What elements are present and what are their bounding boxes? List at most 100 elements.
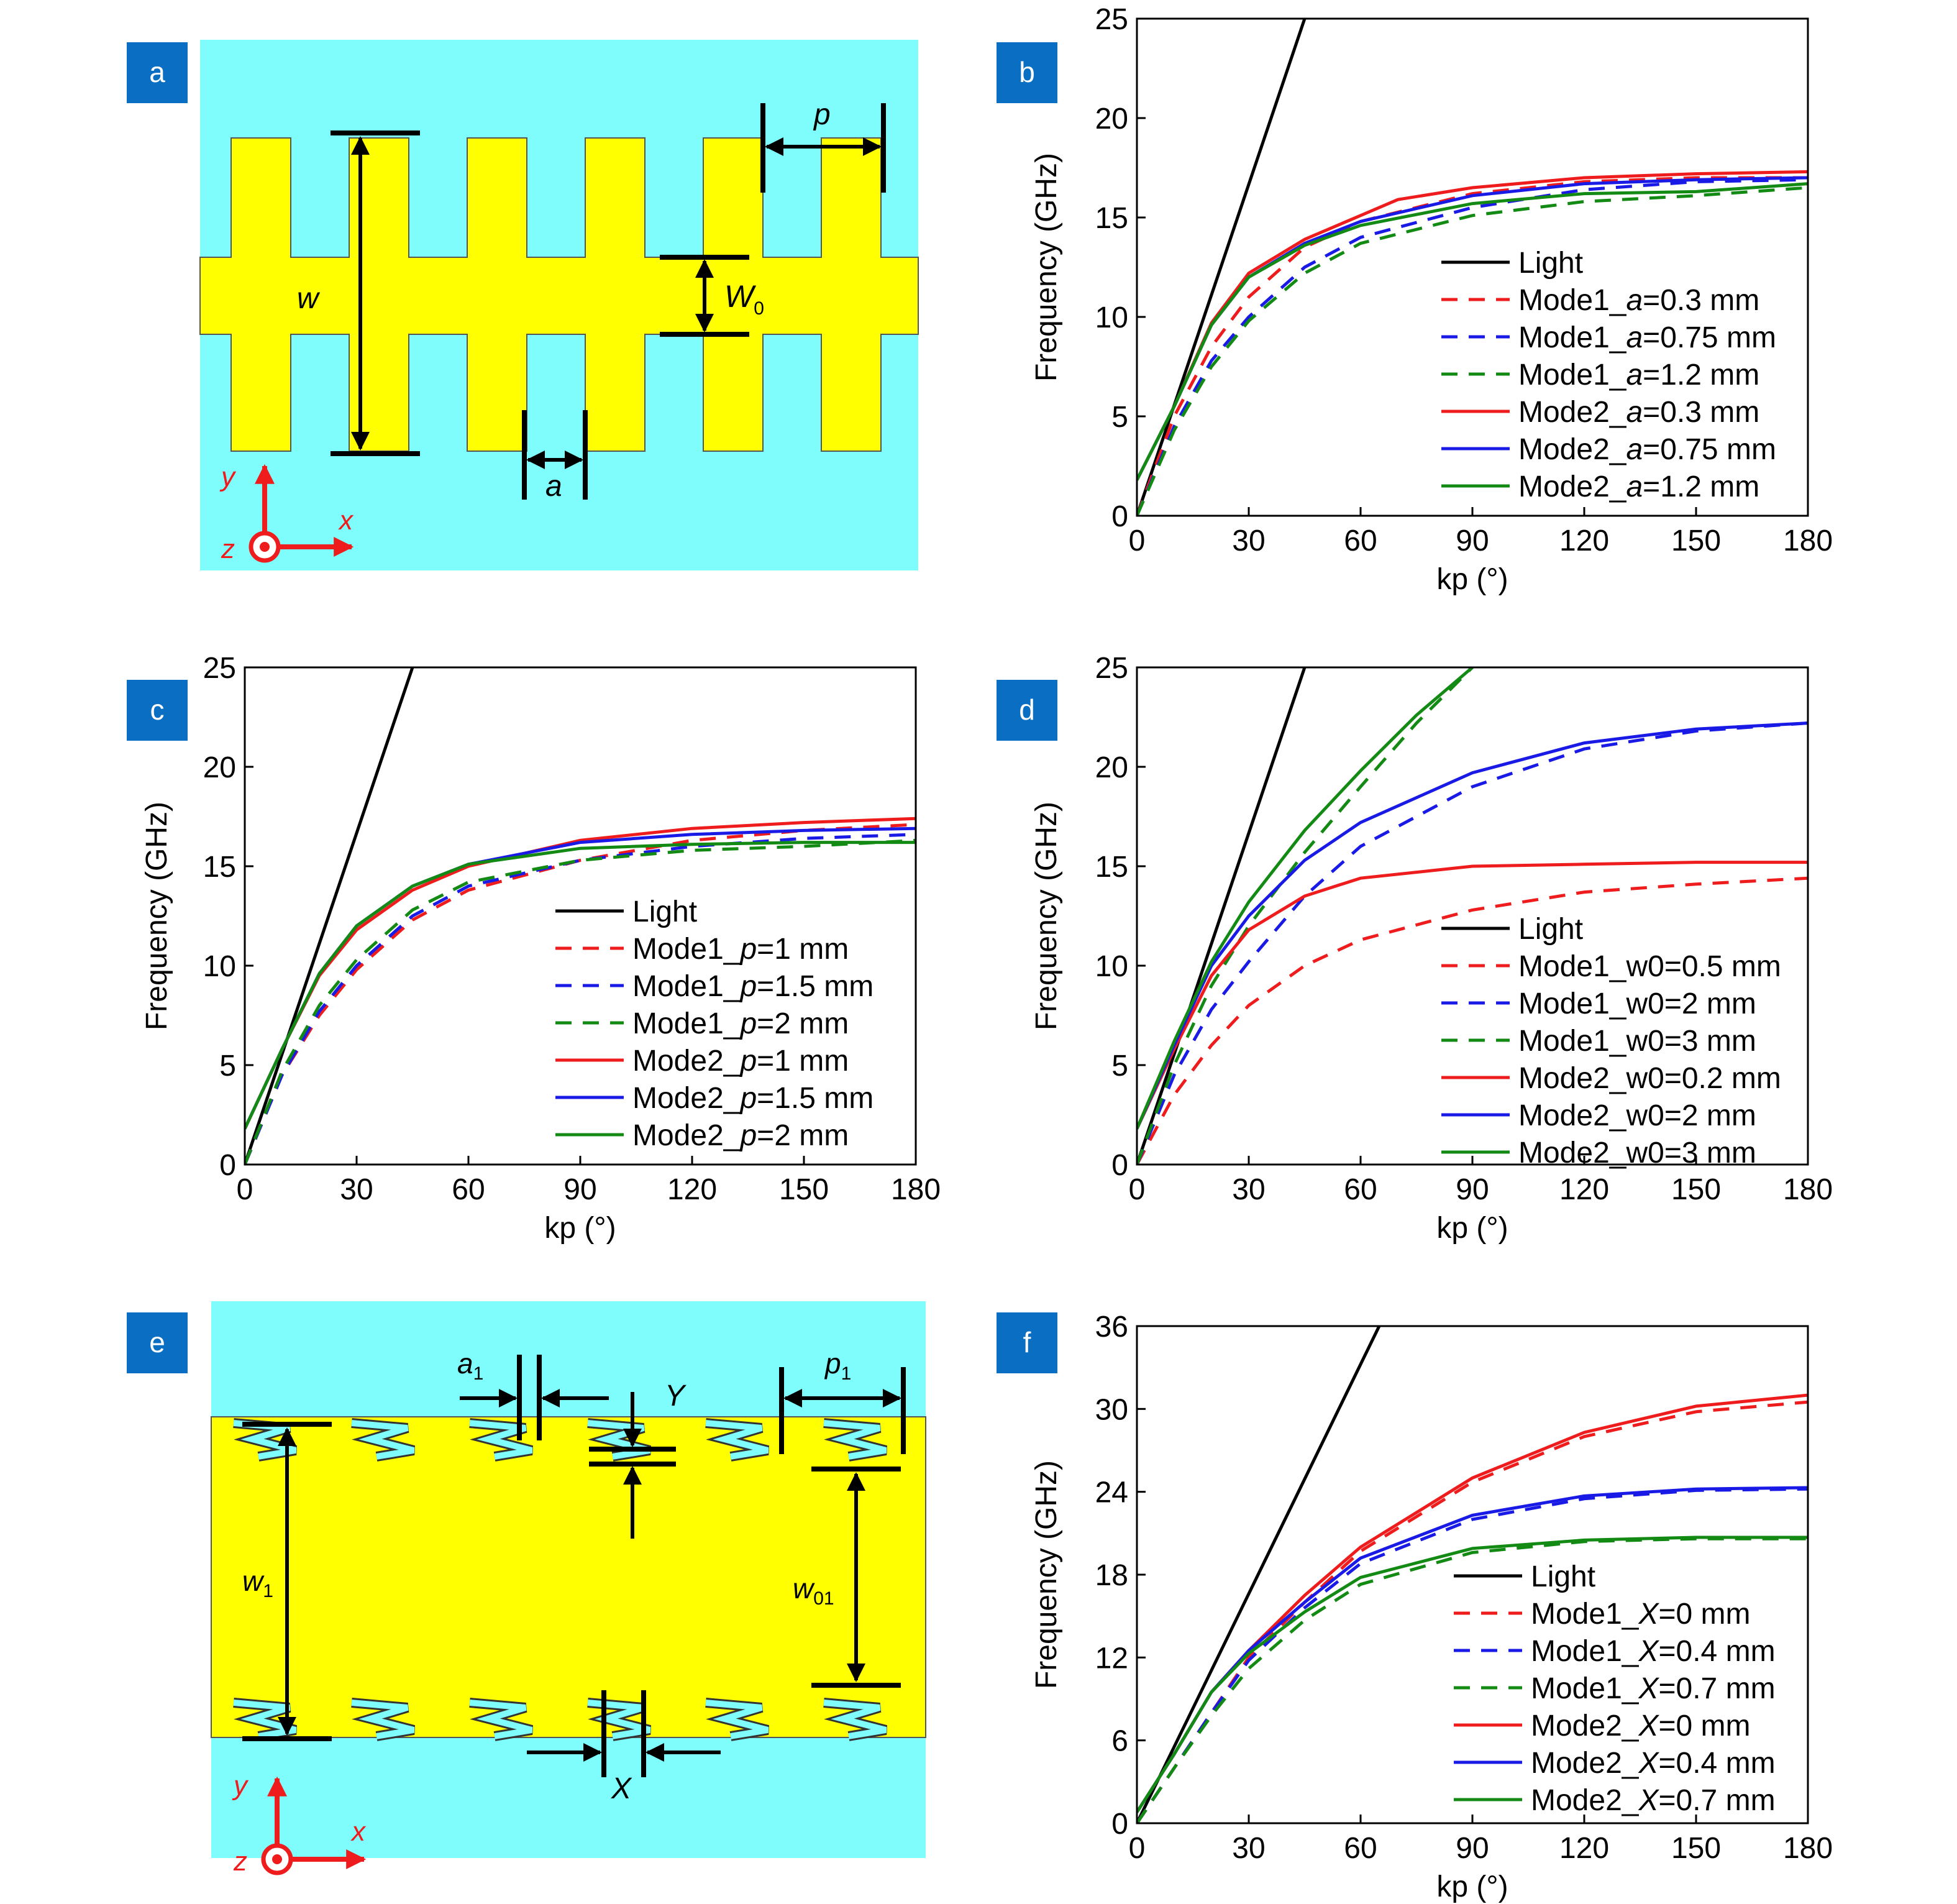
chart-f: 0 30 60 90 120 150 180 0 6 12 18 24 30 36 kp (°) Freque… — [997, 1311, 1833, 1903]
x-tick-label: 90 — [1456, 1832, 1489, 1865]
series-line-b-6 — [1137, 182, 1808, 481]
series-line-d-0 — [1137, 667, 1307, 1165]
x-axis-label: kp (°) — [1436, 1212, 1508, 1245]
y-tick-label: 0 — [219, 1149, 236, 1182]
badge-letter: b — [1019, 56, 1035, 88]
x-tick-label: 90 — [563, 1173, 596, 1206]
svg-text:a: a — [149, 56, 165, 88]
y-tick-label: 15 — [203, 851, 236, 884]
legend-entry: Mode2_a=0.3 mm — [1518, 396, 1759, 429]
legend-entry: Mode2_a=0.75 mm — [1518, 433, 1776, 466]
badge-d: d — [997, 680, 1057, 741]
zigzag-slot — [823, 1700, 887, 1739]
x-axis-label: x — [338, 505, 354, 536]
e-z-axis-dot — [272, 1854, 282, 1864]
p-label: p — [813, 98, 831, 131]
series-line-b-3 — [1137, 186, 1808, 516]
y-tick-label: 25 — [1095, 652, 1128, 685]
y-axis-label: Frequency (GHz) — [140, 802, 173, 1030]
zigzag-slot — [705, 1700, 769, 1739]
series-line-c-3 — [245, 838, 916, 1165]
x-tick-label: 150 — [779, 1173, 829, 1206]
e-y-axis-label: y — [232, 1770, 249, 1801]
x-tick-label: 180 — [1783, 1832, 1833, 1865]
e-x-axis-label: x — [350, 1816, 367, 1847]
z-axis-label: z — [221, 534, 235, 564]
y-tick-label: 20 — [1095, 751, 1128, 784]
x-axis-label: kp (°) — [1436, 563, 1508, 596]
legend-entry: Mode1_w0=2 mm — [1518, 987, 1756, 1020]
x-tick-label: 150 — [1671, 1173, 1721, 1206]
legend-entry: Mode1_a=0.3 mm — [1518, 284, 1759, 317]
y-tick-label: 15 — [1095, 202, 1128, 235]
y-tick-label: 25 — [203, 652, 236, 685]
series-line-f-2 — [1137, 1487, 1808, 1823]
zigzag-slot — [823, 1420, 887, 1460]
series-line-d-3 — [1137, 667, 1474, 1165]
x-tick-label: 150 — [1671, 524, 1721, 557]
y-tick-label: 0 — [1111, 1808, 1128, 1841]
x-gap-label: X — [611, 1772, 632, 1805]
y-tick-label: 10 — [203, 950, 236, 983]
w0-label: W0 — [724, 279, 764, 319]
legend-entry: Mode2_p=1.5 mm — [632, 1082, 874, 1115]
legend-entry: Mode1_w0=0.5 mm — [1518, 950, 1781, 983]
series-line-d-5 — [1137, 721, 1808, 1130]
y-tick-label: 5 — [1111, 401, 1128, 434]
legend-entry: Mode1_p=1 mm — [632, 933, 849, 966]
e-z-axis-label: z — [233, 1846, 247, 1877]
x-tick-label: 30 — [340, 1173, 373, 1206]
x-tick-label: 120 — [667, 1173, 717, 1206]
y-tick-label: 10 — [1095, 301, 1128, 334]
x-tick-label: 30 — [1232, 524, 1265, 557]
x-tick-label: 30 — [1232, 1173, 1265, 1206]
p1-label: p1 — [824, 1347, 851, 1384]
zigzag-slot — [587, 1420, 651, 1460]
x-tick-label: 90 — [1456, 524, 1489, 557]
panel-a-strip — [199, 137, 919, 452]
series-line-f-0 — [1137, 1326, 1381, 1823]
legend-entry: Light — [1531, 1560, 1595, 1593]
badge-letter: d — [1019, 693, 1035, 726]
x-tick-label: 60 — [1344, 1173, 1377, 1206]
legend-entry: Mode1_X=0.7 mm — [1531, 1672, 1776, 1705]
series-line-b-1 — [1137, 176, 1808, 516]
x-tick-label: 0 — [1129, 1832, 1146, 1865]
x-tick-label: 0 — [237, 1173, 253, 1206]
y-tick-label: 10 — [1095, 950, 1128, 983]
badge-e: e — [127, 1312, 188, 1373]
series-line-b-2 — [1137, 178, 1808, 516]
y-tick-label: 0 — [1111, 500, 1128, 533]
zigzag-slot — [705, 1420, 769, 1460]
badge-letter: c — [150, 693, 165, 726]
w-label: w — [297, 282, 321, 315]
legend-entry: Mode1_w0=3 mm — [1518, 1025, 1756, 1058]
series-line-f-1 — [1137, 1400, 1808, 1823]
y-gap-label: Y — [665, 1380, 687, 1412]
legend-entry: Light — [1518, 913, 1583, 946]
legend-entry: Mode1_a=0.75 mm — [1518, 321, 1776, 354]
y-tick-label: 20 — [203, 751, 236, 784]
legend-entry: Mode1_p=1.5 mm — [632, 970, 874, 1003]
x-tick-label: 0 — [1129, 524, 1146, 557]
panel-e: a1 Y p1 w1 w01 X y x z — [211, 1301, 926, 1877]
y-tick-label: 15 — [1095, 851, 1128, 884]
series-line-d-4 — [1137, 861, 1808, 1130]
chart-d: 0 30 60 90 120 150 180 0 5 10 15 20 25 kp (°) Frequenc… — [997, 652, 1833, 1245]
chart-b: 0 30 60 90 120 150 180 0 5 10 15 20 25 kp (°) Frequenc… — [997, 3, 1833, 596]
svg-text:e: e — [149, 1326, 165, 1358]
legend-entry: Mode2_X=0.4 mm — [1531, 1747, 1776, 1780]
series-line-c-2 — [245, 833, 916, 1165]
y-tick-label: 36 — [1095, 1311, 1128, 1343]
legend-entry: Mode1_X=0 mm — [1531, 1598, 1751, 1631]
zigzag-slot — [351, 1700, 415, 1739]
y-tick-label: 30 — [1095, 1393, 1128, 1426]
series-line-c-0 — [245, 667, 414, 1165]
zigzag-slot — [351, 1420, 415, 1460]
x-tick-label: 180 — [891, 1173, 941, 1206]
series-line-b-0 — [1137, 19, 1307, 516]
x-tick-label: 0 — [1129, 1173, 1146, 1206]
badge-b: b — [997, 42, 1057, 103]
series-line-c-6 — [245, 841, 916, 1130]
